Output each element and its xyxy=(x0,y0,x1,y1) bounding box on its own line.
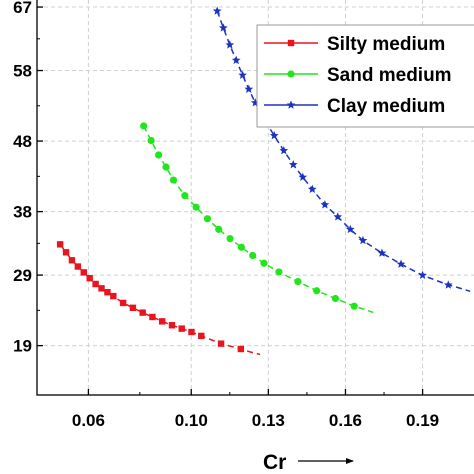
y-tick-label: 48 xyxy=(13,132,32,151)
series-point xyxy=(158,318,166,325)
series-point xyxy=(162,163,170,171)
series-layer xyxy=(56,6,471,356)
series-point xyxy=(181,191,189,200)
series-point xyxy=(217,340,225,347)
series-line xyxy=(216,10,471,293)
series-point xyxy=(307,184,317,193)
series-point xyxy=(188,328,195,336)
y-tick-label: 29 xyxy=(13,266,32,285)
series-point xyxy=(350,302,358,310)
y-tick-label: 38 xyxy=(13,203,32,222)
series-point xyxy=(192,203,200,211)
series-point xyxy=(203,215,212,223)
series-point xyxy=(244,84,254,93)
series-point xyxy=(140,122,148,130)
series-point xyxy=(298,172,308,181)
series-point xyxy=(104,289,111,296)
series-point xyxy=(168,322,176,329)
series-point xyxy=(225,40,235,49)
series-point xyxy=(178,325,185,332)
x-tick-label: 0.19 xyxy=(406,411,439,430)
x-tick-label: 0.16 xyxy=(329,411,362,430)
series-point xyxy=(92,280,99,288)
legend-marker xyxy=(287,70,295,78)
series-point xyxy=(139,309,146,316)
series-point xyxy=(215,225,223,233)
series-line xyxy=(59,243,261,356)
series-point xyxy=(147,136,155,145)
series-point xyxy=(74,263,82,270)
series-point xyxy=(198,332,205,340)
series-point xyxy=(320,200,330,209)
series-point xyxy=(98,285,105,292)
series-point xyxy=(68,257,76,264)
series-point xyxy=(396,259,406,268)
series-point xyxy=(62,249,70,256)
series-point xyxy=(418,270,427,280)
legend-label: Sand medium xyxy=(327,65,452,86)
y-tick-label: 19 xyxy=(13,337,32,356)
series-point xyxy=(237,243,245,251)
series-point xyxy=(313,287,321,295)
legend: Silty medium Sand medium Clay medium xyxy=(256,24,474,128)
series-point xyxy=(86,274,93,282)
series-point xyxy=(119,299,127,307)
series-point xyxy=(110,292,117,300)
y-tick-label: 67 xyxy=(13,0,32,17)
x-tick-label: 0.10 xyxy=(175,411,208,430)
series-point xyxy=(237,345,245,353)
series-point xyxy=(56,241,64,248)
series-point xyxy=(331,294,340,303)
series-point xyxy=(249,251,257,260)
series-point xyxy=(377,248,387,257)
series-point xyxy=(129,304,137,312)
series-point xyxy=(260,259,268,267)
x-tick-label: 0.13 xyxy=(252,411,285,430)
plot-frame xyxy=(36,0,474,396)
x-tick-label: 0.06 xyxy=(72,411,105,430)
series-point xyxy=(345,224,355,234)
series-point xyxy=(149,313,156,321)
x-axis-arrow xyxy=(298,458,354,464)
legend-label: Silty medium xyxy=(327,34,445,55)
legend-label: Clay medium xyxy=(327,96,445,117)
series-point xyxy=(288,160,298,169)
y-tick-label: 58 xyxy=(13,62,32,81)
series-point xyxy=(80,269,87,276)
series-point xyxy=(269,131,279,140)
legend-marker xyxy=(286,100,296,109)
series-point xyxy=(333,212,343,221)
series-point xyxy=(218,23,228,32)
series-point xyxy=(279,146,289,155)
series-point xyxy=(154,151,163,159)
series-point xyxy=(294,277,302,286)
series-point xyxy=(238,70,248,79)
series-point xyxy=(443,280,453,289)
series-point xyxy=(212,6,222,15)
series-point xyxy=(275,268,283,276)
series-point xyxy=(169,176,178,184)
series-point xyxy=(250,98,260,107)
series-point xyxy=(226,234,234,243)
series-point xyxy=(231,55,241,64)
ticks: 0.06 0.10 0.13 0.16 0.19 19 29 38 48 58 67 xyxy=(13,0,439,430)
legend-marker xyxy=(287,39,295,47)
x-axis-label: Cr xyxy=(263,451,286,474)
series-point xyxy=(358,235,368,245)
